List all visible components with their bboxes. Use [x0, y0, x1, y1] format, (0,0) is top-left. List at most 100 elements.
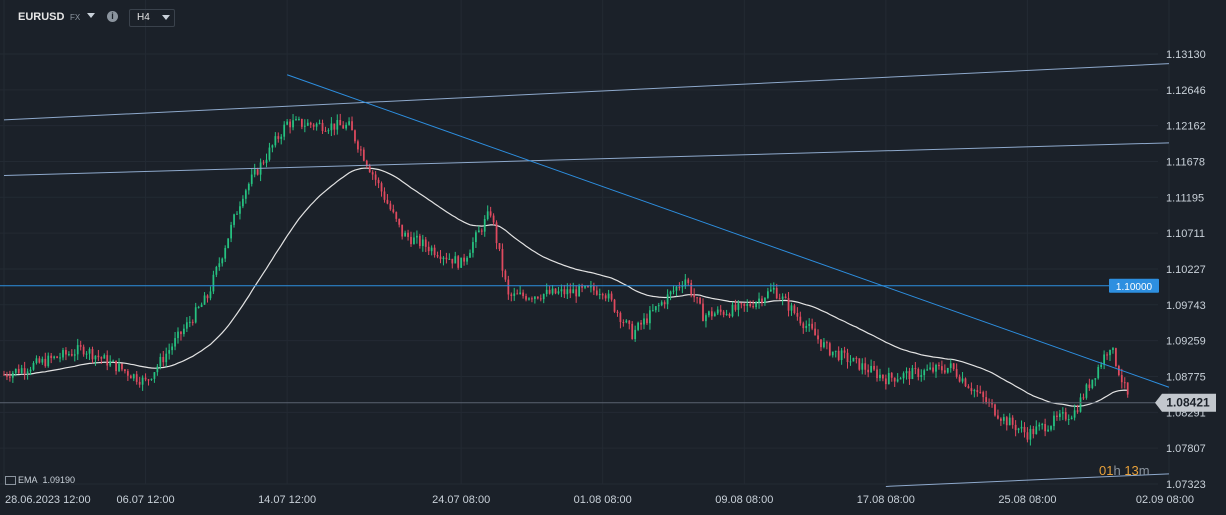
- symbol-label[interactable]: EURUSD: [18, 11, 65, 23]
- candle-bull: [737, 303, 740, 310]
- candle-bull: [315, 123, 318, 127]
- candle-bear: [70, 354, 73, 356]
- timeframe-chevron-icon[interactable]: [162, 15, 170, 20]
- candle-bull: [1038, 424, 1041, 427]
- candle-bull: [534, 296, 536, 299]
- candle-bear: [9, 376, 11, 378]
- candle-bear: [994, 404, 996, 416]
- candle-bear: [802, 323, 805, 329]
- candlestick-series: [3, 113, 1129, 446]
- indicator-legend[interactable]: EMA 1.09190: [5, 475, 75, 486]
- candle-bull: [1079, 397, 1082, 412]
- candle-bull: [590, 286, 592, 288]
- candle-bull: [62, 350, 64, 358]
- countdown-minutes: 13: [1124, 463, 1139, 478]
- candle-bear: [775, 287, 778, 299]
- candle-bear: [97, 355, 100, 358]
- x-tick-label: 25.08 08:00: [998, 494, 1056, 506]
- time-axis[interactable]: 28.06.2023 12:00 06.07 12:00 14.07 12:00 24…: [5, 494, 1194, 506]
- indicator-name: EMA: [18, 475, 38, 485]
- candle-bear: [678, 286, 681, 288]
- candle-bull: [306, 122, 309, 126]
- candle-bear: [427, 246, 430, 252]
- candle-bull: [295, 119, 297, 121]
- candle-bear: [539, 298, 542, 300]
- candle-bull: [188, 321, 191, 323]
- candle-bull: [896, 379, 899, 382]
- candle-bull: [557, 291, 560, 294]
- candle-bear: [124, 369, 126, 372]
- countdown-minutes-unit: m: [1138, 463, 1150, 478]
- candle-bull: [153, 372, 156, 379]
- info-icon[interactable]: i: [107, 11, 118, 22]
- candle-bear: [917, 369, 920, 378]
- candle-bull: [244, 190, 247, 199]
- candle-bear: [342, 125, 345, 129]
- candle-bull: [486, 211, 489, 220]
- candle-bear: [858, 358, 861, 370]
- candle-bull: [560, 289, 563, 292]
- candle-bear: [1115, 348, 1117, 367]
- candle-bull: [416, 235, 418, 238]
- candle-bear: [510, 294, 513, 296]
- candle-bear: [433, 247, 436, 256]
- candle-bull: [454, 256, 457, 264]
- candle-bear: [1120, 375, 1123, 383]
- candle-bear: [147, 379, 150, 381]
- candle-bear: [991, 402, 993, 405]
- candle-bull: [684, 279, 687, 287]
- candle-bear: [289, 121, 291, 128]
- candle-bear: [339, 120, 342, 126]
- candle-bear: [631, 323, 634, 340]
- candle-bull: [675, 286, 678, 291]
- candle-bull: [861, 363, 864, 370]
- candle-bear: [1076, 410, 1079, 412]
- candle-bear: [277, 136, 280, 139]
- candle-bull: [194, 307, 197, 323]
- candle-bull: [274, 136, 277, 146]
- candle-bear: [407, 232, 409, 237]
- candle-bear: [1014, 424, 1017, 431]
- chart-toolbar: EURUSD FX i H4: [0, 0, 1226, 34]
- y-tick-label: 1.09259: [1166, 336, 1206, 348]
- candle-bull: [849, 361, 852, 363]
- candle-bull: [76, 345, 79, 355]
- trendlines[interactable]: [0, 63, 1170, 487]
- ema-line: [3, 167, 1128, 408]
- candle-bull: [171, 346, 173, 351]
- candle-bull: [68, 354, 70, 356]
- candle-bull: [265, 159, 268, 164]
- price-level-tag: [1109, 278, 1159, 293]
- candle-bull: [831, 351, 834, 356]
- candle-bull: [185, 322, 188, 329]
- price-axis[interactable]: 1.13130 1.12646 1.12162 1.11678 1.11195 1.107…: [1166, 49, 1206, 491]
- candle-bear: [380, 183, 383, 192]
- candle-bull: [318, 122, 321, 124]
- candle-bull: [247, 183, 250, 191]
- candle-bear: [855, 357, 858, 359]
- candle-bear: [587, 285, 589, 288]
- price-tags: 1.10000 1.08421: [1109, 278, 1216, 412]
- trendline-downtrend: [286, 74, 1170, 388]
- candle-bear: [722, 311, 725, 315]
- candle-bull: [430, 247, 433, 252]
- candle-bull: [212, 274, 215, 292]
- timeframe-selector[interactable]: H4: [129, 9, 175, 27]
- symbol-dropdown-chevron-icon[interactable]: [87, 13, 95, 18]
- candle-bull: [566, 289, 569, 295]
- candle-bull: [1073, 410, 1076, 418]
- candle-bear: [386, 199, 389, 204]
- candle-bull: [1029, 428, 1032, 440]
- candle-bull: [11, 372, 14, 378]
- trendline-lower-channel: [3, 142, 1170, 176]
- candle-bull: [227, 238, 230, 248]
- x-tick-label: 01.08 08:00: [574, 494, 632, 506]
- countdown-hours: 01: [1099, 463, 1114, 478]
- trendline-upper-channel: [3, 63, 1170, 121]
- candle-bull: [1112, 348, 1114, 350]
- y-tick-label: 1.13130: [1166, 49, 1206, 61]
- candle-bear: [943, 370, 946, 373]
- candle-bear: [1032, 428, 1035, 435]
- y-tick-label: 1.12162: [1166, 121, 1206, 133]
